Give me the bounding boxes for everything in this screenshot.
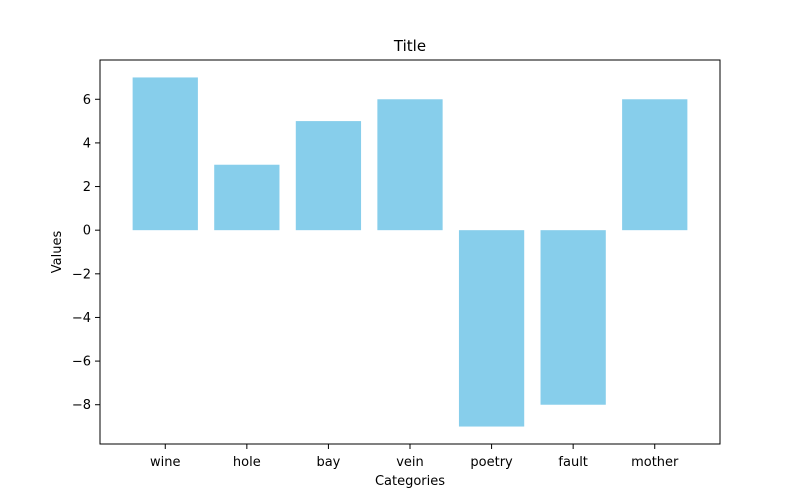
x-tick-label: bay [316, 455, 340, 470]
x-tick-label: wine [150, 455, 180, 470]
y-tick-label: −2 [72, 267, 91, 282]
y-tick-label: 6 [83, 93, 91, 108]
bar-bay [295, 121, 362, 231]
bar-mother [622, 99, 688, 231]
x-tick-label: hole [233, 455, 261, 470]
y-axis-label: Values [50, 231, 65, 274]
y-tick-label: 2 [83, 180, 91, 195]
y-tick-label: −8 [72, 398, 91, 413]
x-tick-label: vein [396, 455, 424, 470]
x-tick-label: fault [558, 455, 588, 470]
y-tick-label: −6 [72, 355, 91, 370]
bars-layer [132, 77, 688, 427]
x-ticks: wine hole bay vein poetry fault mother [150, 444, 679, 470]
bar-vein [377, 99, 443, 231]
x-tick-label: poetry [470, 455, 513, 470]
y-tick-label: −4 [72, 311, 91, 326]
chart-title: Title [393, 37, 426, 55]
bar-poetry [458, 230, 525, 427]
bar-wine [132, 77, 198, 231]
y-ticks: −8 −6 −4 −2 0 2 4 6 [72, 93, 100, 413]
x-tick-label: mother [631, 455, 679, 470]
bar-hole [214, 164, 280, 231]
bar-fault [540, 230, 606, 405]
y-tick-label: 4 [83, 136, 91, 151]
y-tick-label: 0 [83, 224, 91, 239]
x-axis-label: Categories [375, 474, 445, 489]
